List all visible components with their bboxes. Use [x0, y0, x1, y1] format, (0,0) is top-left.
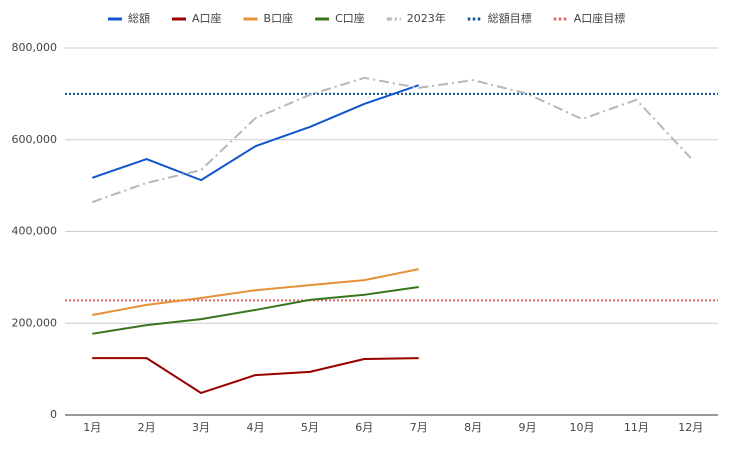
- x-tick-label: 10月: [569, 421, 594, 434]
- x-tick-label: 8月: [464, 421, 482, 434]
- legend-label: A口座目標: [574, 11, 626, 25]
- series-line: [92, 286, 419, 335]
- x-tick-label: 11月: [624, 421, 649, 434]
- x-tick-label: 5月: [301, 421, 319, 434]
- x-tick-label: 6月: [355, 421, 373, 434]
- legend-label: A口座: [192, 11, 222, 25]
- series-line: [92, 268, 419, 316]
- x-tick-label: 2月: [138, 421, 156, 434]
- x-tick-label: 4月: [246, 421, 264, 434]
- y-tick-label: 0: [50, 408, 57, 421]
- x-tick-label: 3月: [192, 421, 210, 434]
- x-tick-label: 12月: [678, 421, 703, 434]
- legend-label: C口座: [335, 11, 365, 25]
- series-line: [92, 357, 419, 394]
- legend-label: 総額: [128, 11, 150, 25]
- legend-label: B口座: [264, 11, 294, 25]
- y-tick-label: 800,000: [12, 41, 58, 54]
- y-tick-label: 600,000: [12, 133, 58, 146]
- y-tick-label: 400,000: [12, 225, 58, 238]
- legend-label: 2023年: [407, 11, 446, 25]
- series-line: [91, 84, 420, 182]
- x-tick-label: 7月: [410, 421, 428, 434]
- y-tick-label: 200,000: [12, 316, 58, 329]
- x-tick-label: 1月: [83, 421, 101, 434]
- legend-label: 総額目標: [488, 11, 532, 25]
- series-line: [91, 76, 692, 204]
- x-tick-label: 9月: [519, 421, 537, 434]
